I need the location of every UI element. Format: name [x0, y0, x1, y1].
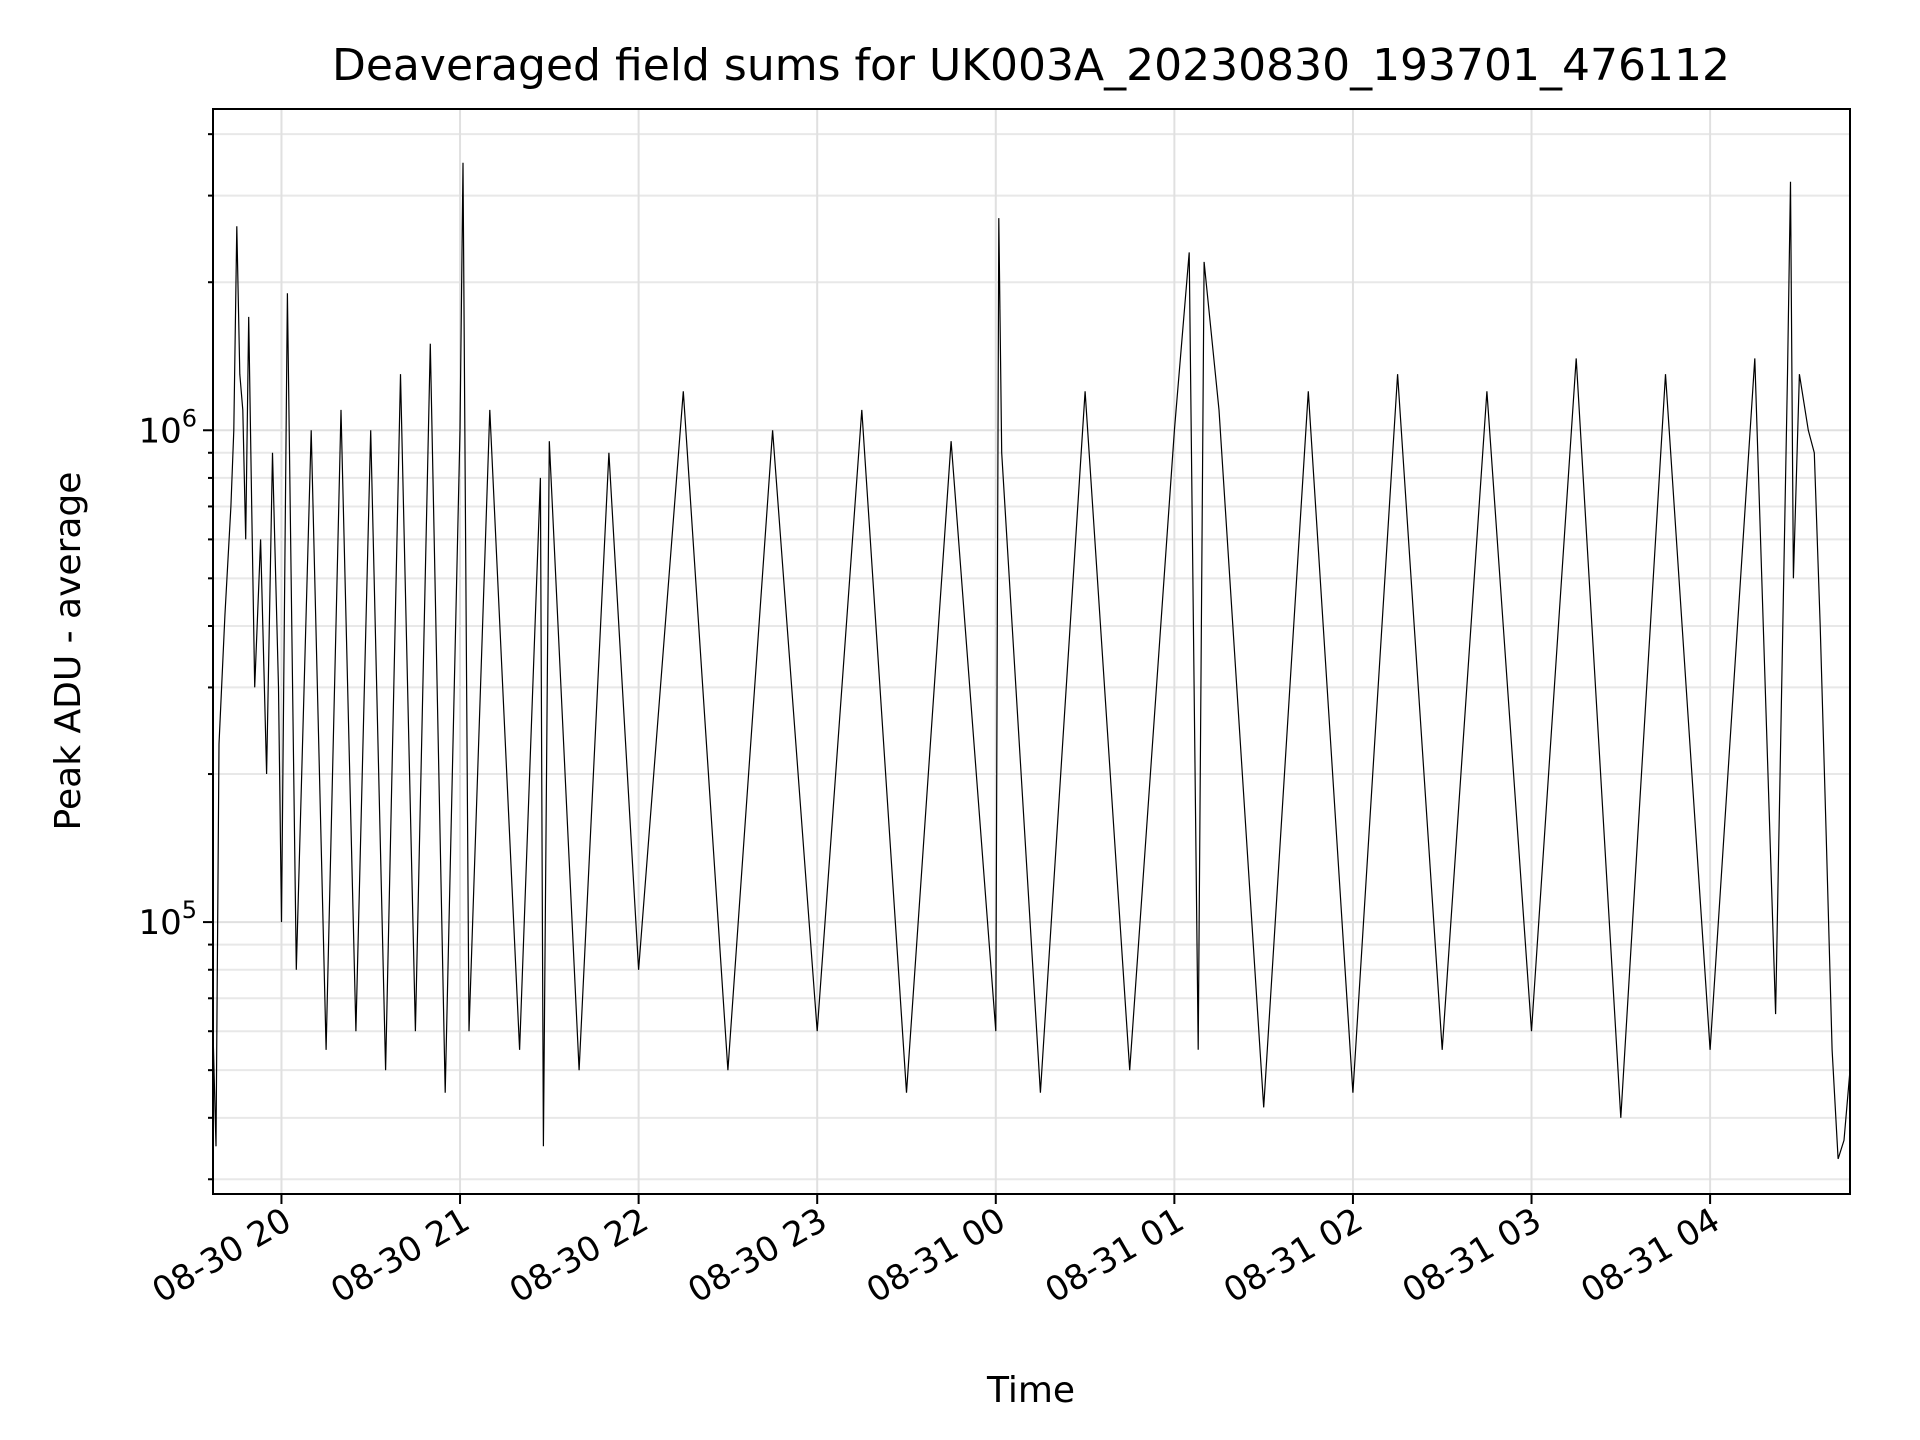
- y-axis-label: Peak ADU - average: [48, 472, 89, 831]
- x-axis-label: Time: [986, 1370, 1075, 1411]
- plot-frame: [212, 108, 1851, 1195]
- y-tick-label: 106: [138, 404, 197, 451]
- grid-layer: [213, 109, 1850, 1194]
- x-tick-label: 08-31 03: [1396, 1200, 1548, 1311]
- chart-title: Deaveraged field sums for UK003A_2023083…: [332, 40, 1730, 91]
- x-tick-label: 08-31 02: [1217, 1200, 1369, 1311]
- x-tick-label: 08-31 00: [860, 1200, 1012, 1311]
- x-tick-label: 08-30 20: [146, 1200, 298, 1311]
- x-tick-label: 08-30 22: [503, 1200, 655, 1311]
- x-tick-label: 08-31 01: [1039, 1200, 1191, 1311]
- series-line: [212, 162, 1851, 1160]
- x-tick-label: 08-31 04: [1574, 1200, 1726, 1311]
- y-tick-label: 105: [138, 896, 197, 943]
- x-tick-label: 08-30 21: [324, 1200, 476, 1311]
- x-tick-label: 08-30 23: [681, 1200, 833, 1311]
- series-layer: [212, 162, 1851, 1160]
